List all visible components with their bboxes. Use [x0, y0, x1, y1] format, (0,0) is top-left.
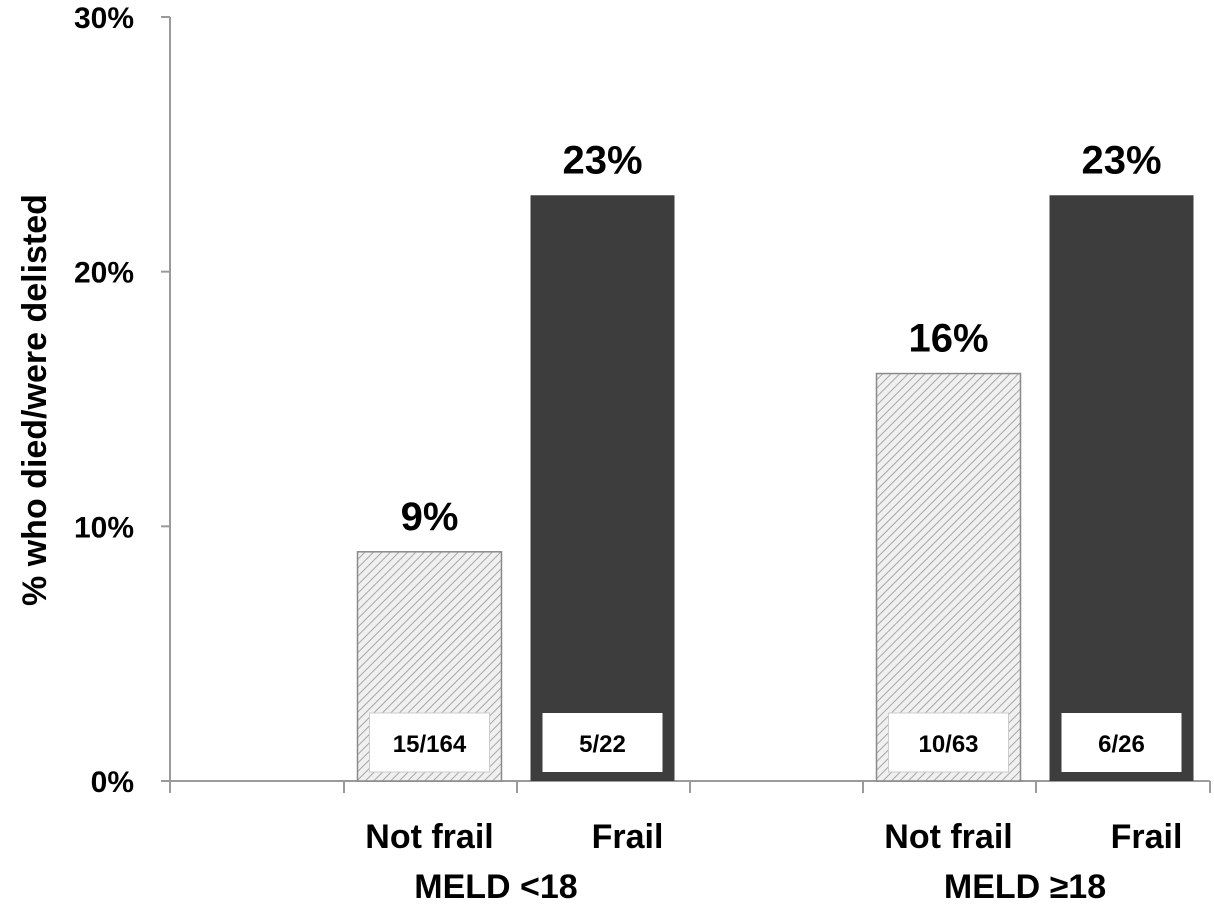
count-box — [888, 712, 1009, 773]
bar-1-1 — [1049, 195, 1194, 781]
group-label: MELD <18 — [414, 868, 577, 905]
count-label: 15/164 — [393, 731, 467, 758]
count-box — [542, 713, 663, 772]
count-label: 6/26 — [1098, 731, 1145, 758]
category-label: Not frail — [884, 818, 1012, 856]
value-label: 9% — [401, 495, 459, 539]
bars — [356, 195, 1194, 782]
value-label: 16% — [908, 317, 988, 361]
bar-0-1 — [530, 195, 675, 781]
y-tick-label: 0% — [91, 766, 134, 799]
y-tick-label: 20% — [74, 257, 134, 290]
count-box — [1061, 713, 1182, 772]
count-box — [369, 712, 490, 773]
y-tick-label: 10% — [74, 511, 134, 544]
count-label: 5/22 — [579, 731, 626, 758]
category-label: Not frail — [365, 818, 493, 856]
group-label: MELD ≥18 — [944, 868, 1106, 905]
axes: 0% 10% 20% 30% — [74, 2, 1211, 799]
y-axis-label: % who died/were delisted — [16, 194, 54, 606]
value-label: 23% — [1081, 138, 1161, 182]
value-label: 23% — [562, 138, 642, 182]
y-tick-label: 30% — [74, 2, 134, 35]
count-label: 10/63 — [918, 731, 978, 758]
category-label: Frail — [1111, 818, 1183, 856]
labels: 9% 15/164 Not frail 23% 5/22 Frail MELD <18 16%… — [365, 138, 1182, 905]
category-label: Frail — [592, 818, 664, 856]
